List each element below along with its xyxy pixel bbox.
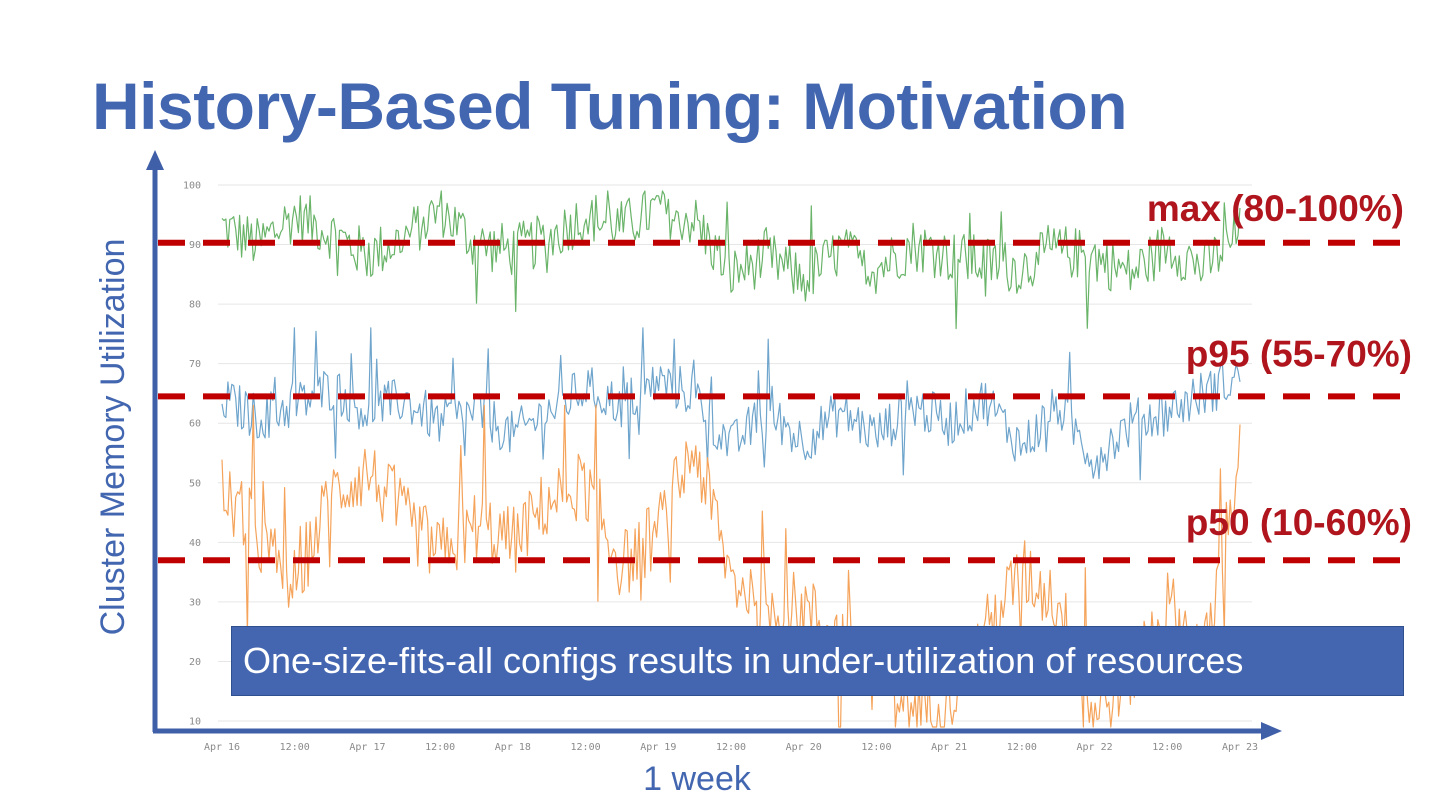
x-tick-label: 12:00 xyxy=(716,742,746,753)
x-tick-label: 12:00 xyxy=(1152,742,1182,753)
y-tick-label: 50 xyxy=(189,478,201,489)
y-axis-title: Cluster Memory Utilization xyxy=(94,239,132,636)
p95-series-line xyxy=(221,327,1241,481)
x-tick-label: Apr 18 xyxy=(495,742,531,753)
y-tick-label: 30 xyxy=(189,597,201,608)
y-tick-label: 100 xyxy=(183,181,201,192)
y-tick-label: 20 xyxy=(189,657,201,668)
y-tick-label: 60 xyxy=(189,419,201,430)
x-tick-label: 12:00 xyxy=(280,742,310,753)
x-tick-label: 12:00 xyxy=(861,742,891,753)
callout-box: One-size-fits-all configs results in und… xyxy=(231,626,1404,696)
x-tick-labels: Apr 16 12:00 Apr 17 12:00 Apr 18 12:00 Apr 19 1… xyxy=(204,742,1258,753)
x-axis-title: 1 week xyxy=(643,760,752,798)
y-tick-label: 90 xyxy=(189,240,201,251)
slide-title: History-Based Tuning: Motivation xyxy=(92,69,1128,143)
p95-reference-label: p95 (55-70%) xyxy=(1186,333,1412,374)
axes xyxy=(146,150,1282,740)
x-tick-label: Apr 19 xyxy=(640,742,676,753)
x-tick-label: Apr 17 xyxy=(349,742,385,753)
x-tick-label: 12:00 xyxy=(1007,742,1037,753)
x-tick-label: Apr 22 xyxy=(1077,742,1113,753)
y-tick-label: 80 xyxy=(189,300,201,311)
y-tick-labels: 10 20 30 40 50 60 70 80 90 100 xyxy=(183,181,201,728)
x-tick-label: 12:00 xyxy=(425,742,455,753)
y-tick-label: 40 xyxy=(189,538,201,549)
x-axis-arrow-icon xyxy=(1261,722,1282,740)
max-series-line xyxy=(221,190,1241,330)
max-reference-label: max (80-100%) xyxy=(1147,188,1404,229)
x-tick-label: Apr 20 xyxy=(786,742,822,753)
reference-lines xyxy=(158,239,1400,564)
x-tick-label: Apr 16 xyxy=(204,742,240,753)
p50-reference-label: p50 (10-60%) xyxy=(1186,502,1412,543)
reference-labels: max (80-100%) p95 (55-70%) p50 (10-60%) xyxy=(1147,188,1412,543)
y-axis-arrow-icon xyxy=(146,150,164,170)
x-tick-label: 12:00 xyxy=(571,742,601,753)
x-tick-label: Apr 21 xyxy=(931,742,967,753)
y-tick-label: 10 xyxy=(189,717,201,728)
y-tick-label: 70 xyxy=(189,359,201,370)
x-tick-label: Apr 23 xyxy=(1222,742,1258,753)
